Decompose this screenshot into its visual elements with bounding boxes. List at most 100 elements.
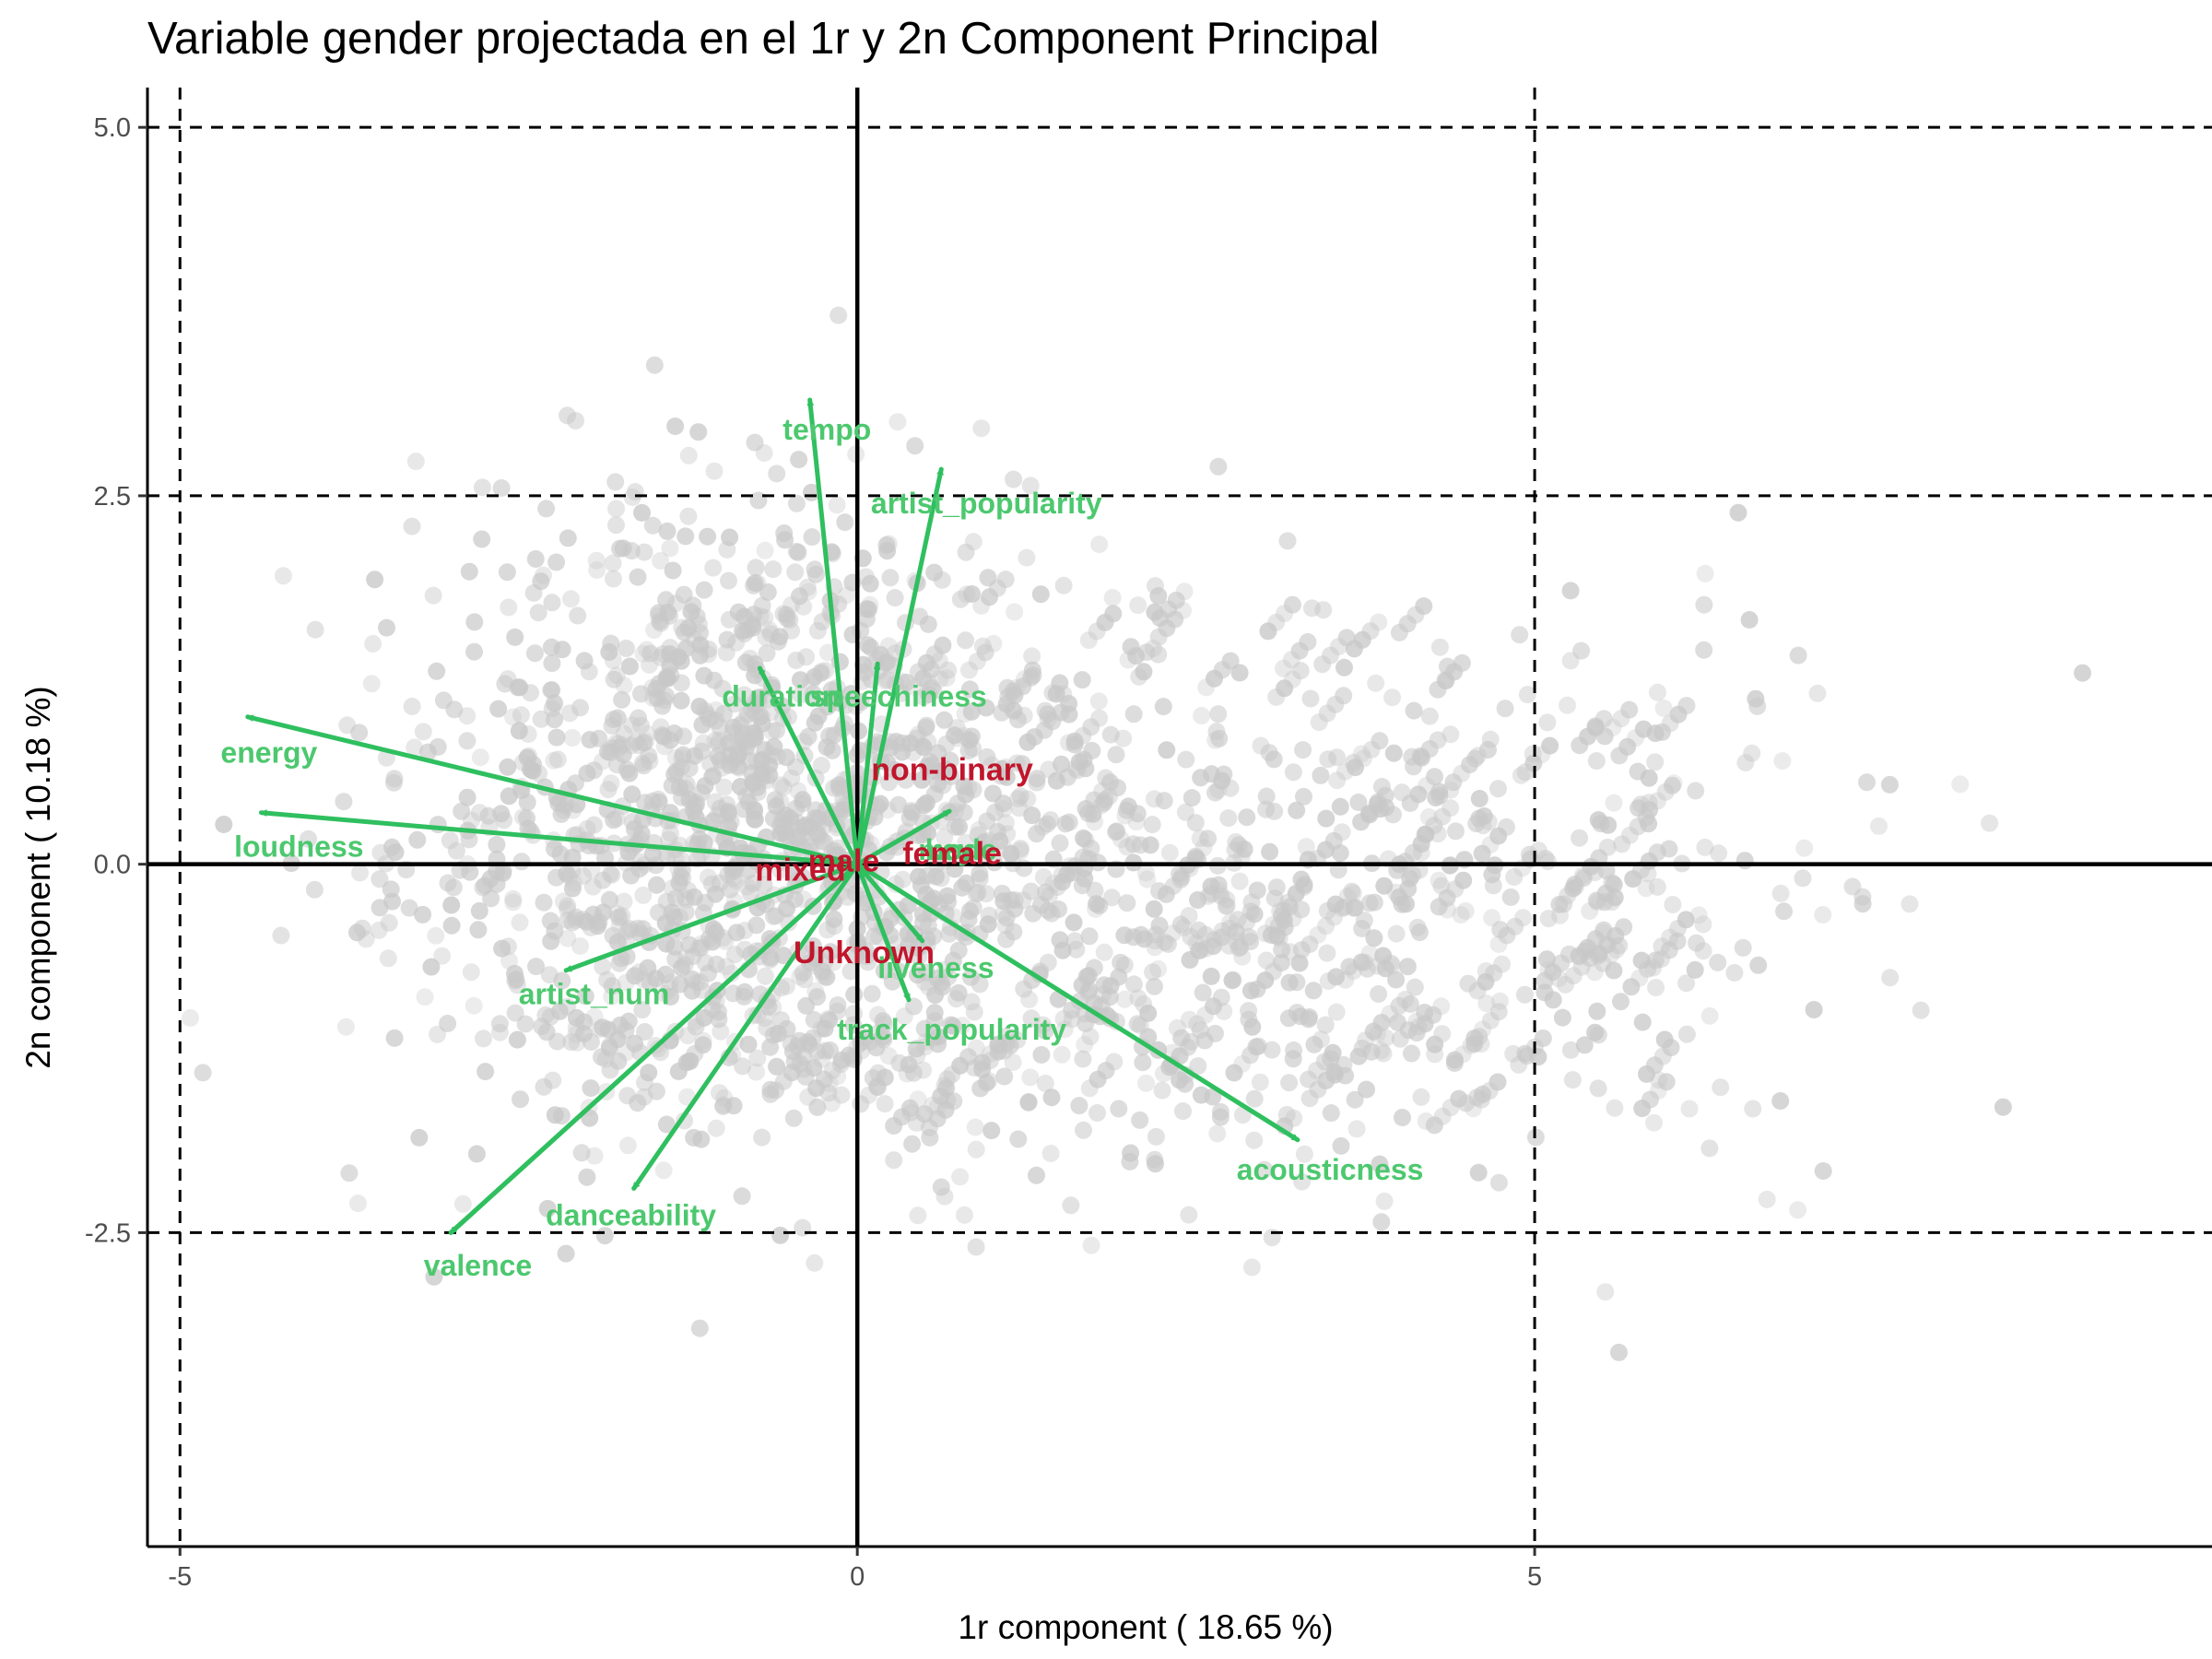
scatter-point [828,496,846,514]
scatter-point [946,726,964,745]
scatter-point [901,734,920,752]
scatter-point [1121,1152,1139,1171]
scatter-point [1097,1062,1115,1080]
scatter-point [934,636,952,654]
scatter-point [1951,775,1970,794]
scatter-point [506,964,524,982]
scatter-point [1095,943,1113,961]
label-mode: mode [918,833,996,866]
scatter-point [996,571,1015,589]
scatter-point [615,892,633,911]
scatter-point [1355,912,1373,930]
scatter-point [1082,718,1100,736]
scatter-point [903,1135,922,1153]
scatter-point [1501,888,1520,906]
scatter-point [1060,813,1078,831]
scatter-point [1065,913,1083,932]
arrow-energy [245,714,860,867]
scatter-point [805,1059,823,1077]
scatter-point [919,733,937,751]
scatter-point [1605,794,1623,812]
scatter-point [1662,1039,1680,1057]
arrow-artist-popularity [854,466,941,867]
scatter-point [787,494,806,512]
scatter-point [1515,985,1534,1004]
scatter-point [971,975,989,994]
scatter-point [753,714,771,733]
scatter-point [1009,1130,1028,1148]
scatter-point [829,839,847,857]
scatter-point [748,1049,767,1067]
scatter-point [798,578,817,596]
scatter-point [1218,897,1236,915]
scatter-point [1560,945,1578,963]
scatter-point [559,529,577,547]
scatter-point [942,1016,960,1034]
scatter-point [547,553,566,571]
scatter-point [677,640,696,657]
scatter-point [1648,877,1666,896]
scatter-point [863,984,881,1003]
scatter-point [1131,836,1149,854]
scatter-point [1352,953,1371,971]
scatter-point [875,1030,893,1049]
scatter-point [803,528,821,547]
scatter-point [967,1140,985,1159]
scatter-point [1103,589,1122,606]
scatter-point [1284,1050,1302,1068]
scatter-point [774,778,793,796]
scatter-point [932,1088,950,1105]
scatter-point [768,722,785,739]
scatter-point [1177,750,1195,769]
scatter-point [350,724,369,742]
scatter-point [1212,988,1230,1006]
scatter-point [1179,1038,1197,1056]
scatter-point [1559,887,1577,905]
scatter-point [795,971,814,989]
scatter-point [274,567,292,585]
scatter-point [900,1099,919,1117]
scatter-point [895,1007,913,1026]
scatter-point [1332,1136,1350,1155]
arrow-valence [448,862,860,1235]
scatter-point [615,724,633,743]
scatter-point [1146,1150,1164,1169]
scatter-point [1426,1045,1444,1064]
scatter-point [1456,902,1475,920]
scatter-point [690,1319,709,1337]
scatter-point [1381,1005,1399,1023]
scatter-point [1283,595,1301,614]
scatter-point [1441,799,1460,818]
scatter-point [874,1012,892,1030]
scatter-point [1488,1073,1507,1091]
scatter-point [1032,896,1051,914]
scatter-point [917,716,935,735]
scatter-point [1174,601,1192,619]
scatter-point [1735,852,1754,870]
scatter-point [1280,1074,1299,1092]
scatter-point [758,644,776,663]
scatter-point [786,862,805,880]
scatter-point [877,536,896,554]
scatter-point [1606,1099,1624,1117]
scatter-point [1004,1053,1022,1071]
scatter-point [927,867,945,886]
scatter-point [617,1021,635,1040]
scatter-point [718,795,736,814]
scatter-point [553,1107,571,1125]
variable-labels: energy loudness tempo artist_popularitydura… [220,413,1423,1282]
scatter-point [1450,1089,1468,1108]
scatter-point [1771,1092,1790,1110]
scatter-point [1371,1155,1389,1173]
label-acousticness: acousticness [1237,1153,1424,1186]
scatter-point [1053,755,1070,773]
scatter-point [300,830,318,848]
scatter-point [559,406,576,425]
scatter-point [600,890,618,909]
scatter-point [1485,964,1503,982]
scatter-point [938,887,957,905]
scatter-point [944,951,962,970]
scatter-point [617,973,635,992]
scatter-point [1587,752,1606,771]
scatter-point [1736,754,1755,771]
